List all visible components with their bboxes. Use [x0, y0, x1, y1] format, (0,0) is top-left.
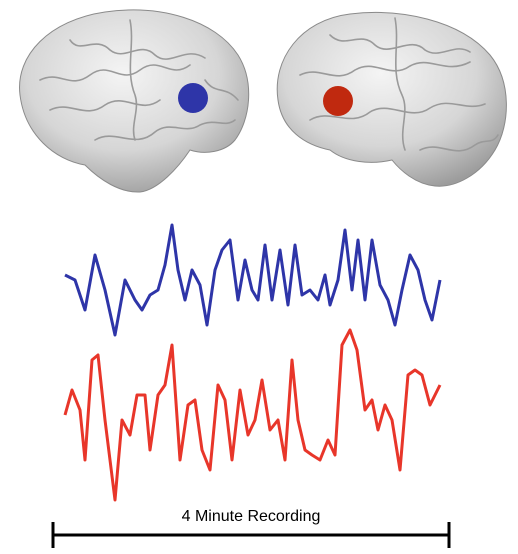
blue-region: [178, 83, 208, 113]
blue-trace: [65, 225, 440, 335]
left-brain: [20, 10, 249, 192]
figure: 4 Minute Recording: [0, 0, 518, 554]
right-brain: [277, 13, 506, 187]
scale-bar-label: 4 Minute Recording: [182, 508, 321, 525]
red-trace: [65, 330, 440, 500]
red-region: [323, 86, 353, 116]
scale-bar: [52, 522, 450, 548]
